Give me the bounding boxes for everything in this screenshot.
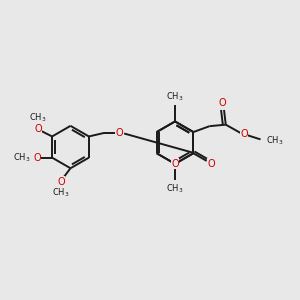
Text: O: O (171, 159, 179, 169)
Text: CH$_3$: CH$_3$ (28, 112, 46, 124)
Text: O: O (34, 124, 42, 134)
Text: CH$_3$: CH$_3$ (266, 135, 284, 147)
Text: CH$_3$: CH$_3$ (166, 182, 184, 194)
Text: O: O (115, 128, 123, 138)
Text: O: O (240, 129, 248, 139)
Text: O: O (218, 98, 226, 109)
Text: O: O (208, 159, 216, 169)
Text: O: O (33, 153, 40, 163)
Text: CH$_3$: CH$_3$ (13, 152, 30, 164)
Text: CH$_3$: CH$_3$ (52, 186, 69, 199)
Text: CH$_3$: CH$_3$ (166, 91, 184, 103)
Text: O: O (57, 176, 65, 187)
